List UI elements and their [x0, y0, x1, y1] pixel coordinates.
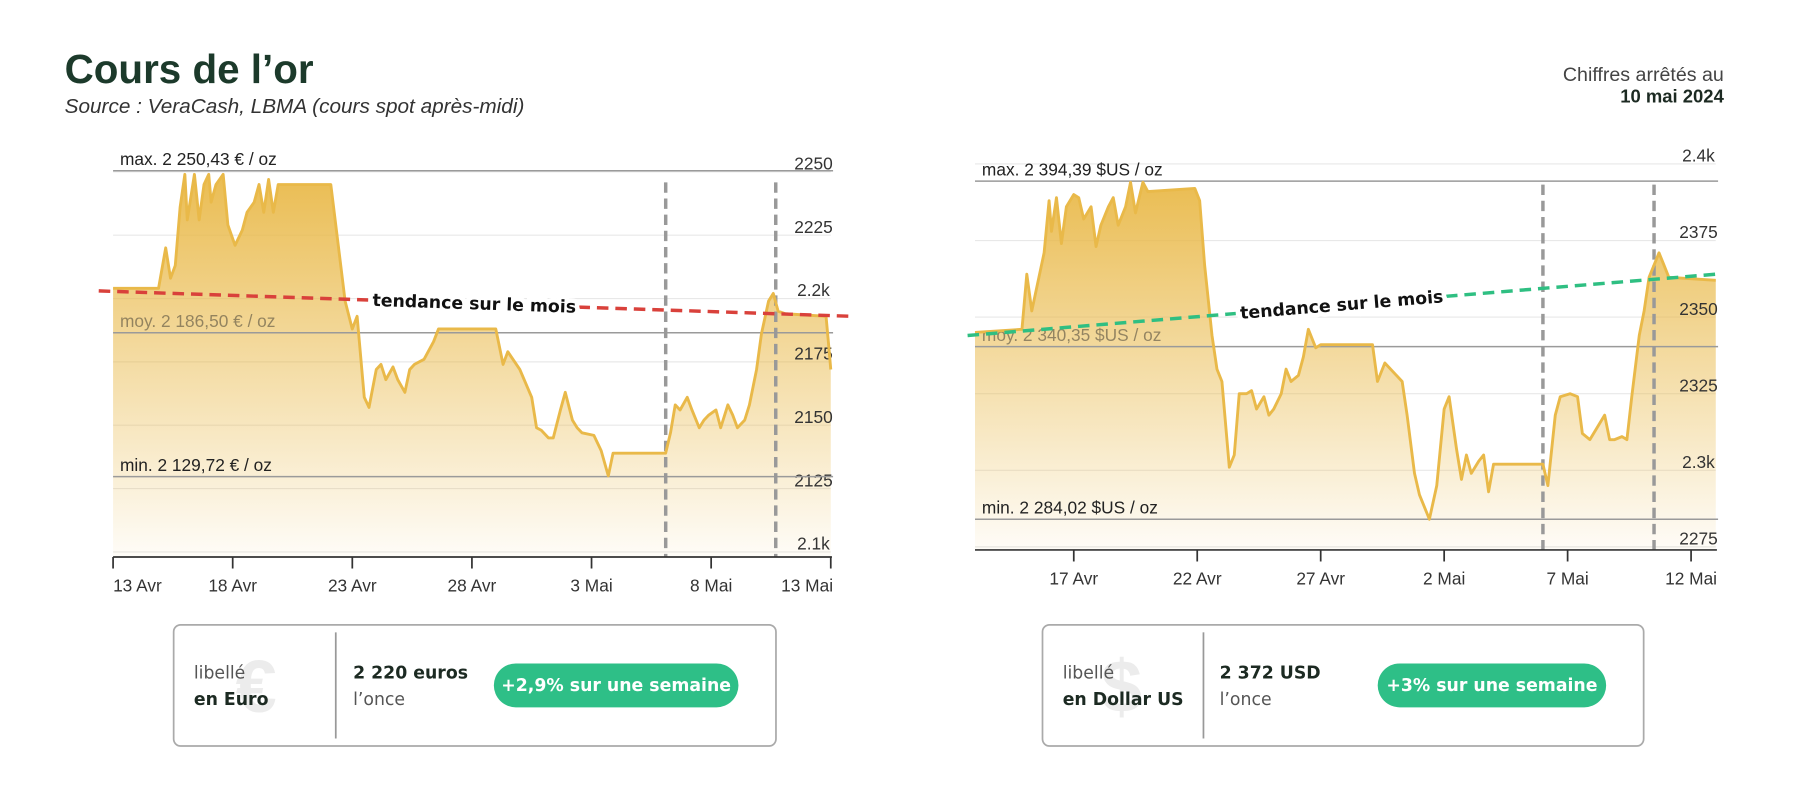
- trend-line: [967, 272, 1716, 338]
- y-tick-label: 2.4k: [1682, 146, 1715, 166]
- card-icon: €: [236, 645, 277, 728]
- date-intro: Chiffres arrêtés au: [1563, 64, 1724, 86]
- y-tick-label: 2125: [794, 470, 832, 490]
- trend-line: [98, 289, 850, 318]
- y-tick-label: 2225: [794, 217, 832, 237]
- card-price: 2 372 USD: [1220, 663, 1321, 683]
- y-tick-label: 2.1k: [797, 534, 830, 554]
- y-tick-label: 2325: [1679, 375, 1717, 395]
- y-tick-label: 2150: [794, 407, 832, 427]
- y-tick-label: 2.3k: [1682, 452, 1715, 472]
- area: [975, 182, 1716, 550]
- x-tick-label: 12 Mai: [1665, 569, 1717, 589]
- date: 10 mai 2024: [1620, 86, 1724, 107]
- reference-label: moy. 2 340,35 $US / oz: [982, 325, 1161, 345]
- x-tick-label: 27 Avr: [1296, 569, 1345, 589]
- x-tick-label: 28 Avr: [448, 576, 497, 596]
- card-caption: libellé: [1063, 663, 1115, 683]
- card-price: 2 220 euros: [353, 663, 468, 683]
- reference-label: max. 2 250,43 € / oz: [120, 149, 277, 169]
- price-line: [974, 180, 1716, 521]
- change-pill: [493, 663, 739, 708]
- y-tick-label: 2375: [1679, 222, 1717, 242]
- reference-label: min. 2 284,02 $US / oz: [982, 497, 1158, 517]
- title: Cours de l’or: [65, 46, 314, 92]
- card: $ libellé en Dollar US 2 372 USD l’once …: [1041, 623, 1645, 747]
- y-tick-label: 2250: [794, 154, 832, 174]
- y-tick-label: 2275: [1679, 529, 1717, 549]
- change-text: +2,9% sur une semaine: [501, 676, 731, 696]
- change-text: +3% sur une semaine: [1386, 676, 1597, 696]
- x-tick-label: 23 Avr: [328, 576, 377, 596]
- trend-label: tendance sur le mois: [372, 291, 576, 318]
- card-frame: [1041, 623, 1645, 747]
- source: Source : VeraCash, LBMA (cours spot aprè…: [65, 95, 525, 118]
- area: [113, 174, 831, 557]
- chart: 2250 2225 2.2k 2175 2150 2125 2.1k max. 2 250,4…: [98, 149, 850, 596]
- card-frame: [172, 623, 777, 747]
- chart: 2.4k 2375 2350 2325 2.3k 2275 max. 2 394,39 $U…: [967, 146, 1719, 589]
- card-currency: en Dollar US: [1063, 690, 1184, 710]
- x-tick-label: 13 Avr: [113, 576, 162, 596]
- x-tick-label: 3 Mai: [570, 576, 612, 596]
- price-line: [113, 172, 833, 478]
- card-icon: $: [1101, 645, 1142, 728]
- card: € libellé en Euro 2 220 euros l’once +2,…: [172, 623, 777, 747]
- reference-label: moy. 2 186,50 € / oz: [120, 311, 275, 331]
- x-tick-label: 2 Mai: [1423, 569, 1465, 589]
- x-tick-label: 8 Mai: [690, 576, 732, 596]
- x-tick-label: 17 Avr: [1049, 569, 1098, 589]
- x-tick-label: 22 Avr: [1173, 569, 1222, 589]
- card-unit: l’once: [353, 690, 405, 710]
- y-tick-label: 2175: [794, 344, 832, 364]
- reference-label: max. 2 394,39 $US / oz: [982, 159, 1163, 179]
- x-tick-label: 13 Mai: [781, 576, 833, 596]
- change-pill: [1377, 663, 1607, 708]
- x-tick-label: 7 Mai: [1546, 569, 1588, 589]
- card-unit: l’once: [1220, 690, 1272, 710]
- y-tick-label: 2.2k: [797, 280, 830, 300]
- reference-label: min. 2 129,72 € / oz: [120, 455, 272, 475]
- x-tick-label: 18 Avr: [208, 576, 257, 596]
- card-currency: en Euro: [194, 690, 269, 710]
- trend-label: tendance sur le mois: [1239, 287, 1444, 324]
- card-caption: libellé: [194, 663, 245, 683]
- y-tick-label: 2350: [1679, 299, 1717, 319]
